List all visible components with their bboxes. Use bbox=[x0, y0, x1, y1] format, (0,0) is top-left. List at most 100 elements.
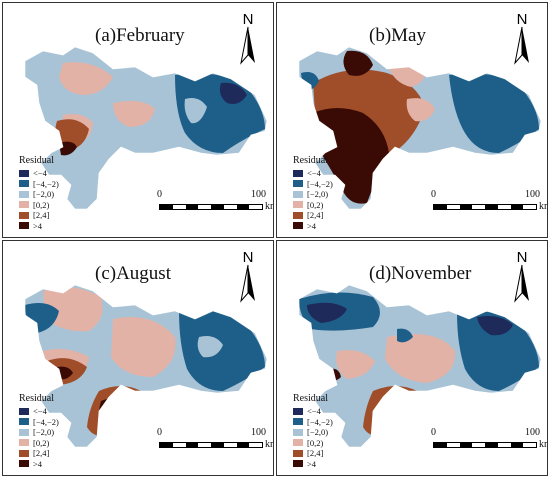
legend-swatch bbox=[293, 407, 303, 415]
zone-gt4 bbox=[378, 399, 405, 429]
zone-neg4_neg2 bbox=[449, 73, 539, 153]
legend-label: [2,4] bbox=[33, 448, 50, 459]
legend-label: [0,2) bbox=[33, 437, 50, 448]
scale-unit-label: km bbox=[265, 439, 273, 450]
zone-neg4_neg2 bbox=[457, 311, 539, 391]
region-map bbox=[298, 46, 542, 210]
legend-title: Residual bbox=[19, 393, 54, 404]
legend-item: <−4 bbox=[19, 168, 59, 179]
scale-segment bbox=[236, 443, 250, 447]
legend-swatch bbox=[19, 439, 29, 447]
scale-segment bbox=[523, 205, 536, 209]
legend-label: [−4,−2) bbox=[307, 178, 333, 189]
legend-label: [−2,0) bbox=[307, 189, 329, 200]
map-panel-august: (c)August N Residual <−4 [−4,−2) [−2,0) [0,2… bbox=[2, 240, 274, 476]
scale-segment bbox=[172, 443, 186, 447]
legend-label: [−2,0) bbox=[307, 427, 329, 438]
scale-unit-label: km bbox=[265, 201, 273, 212]
legend-item: >4 bbox=[19, 221, 59, 232]
map-panel-february: (a)February N Residual <−4 [−4,−2) [−2,0) [0… bbox=[2, 2, 274, 238]
legend-label: [−2,0) bbox=[33, 189, 55, 200]
scale-segment bbox=[249, 443, 262, 447]
legend-item: >4 bbox=[293, 221, 333, 232]
legend-label: [−4,−2) bbox=[33, 416, 59, 427]
zone-gt4 bbox=[98, 397, 129, 431]
legend-swatch bbox=[293, 211, 303, 219]
legend: Residual <−4 [−4,−2) [−2,0) [0,2) [2,4] >4 bbox=[19, 155, 59, 231]
north-label: N bbox=[517, 249, 528, 266]
region-outline bbox=[298, 284, 542, 448]
legend-item: >4 bbox=[293, 459, 333, 470]
scale-segment bbox=[446, 443, 460, 447]
legend-label: [2,4] bbox=[33, 210, 50, 221]
legend-item: [−4,−2) bbox=[19, 179, 59, 190]
scale-bar: 0 100km bbox=[157, 189, 273, 229]
legend-label: [0,2) bbox=[307, 437, 324, 448]
zone-0_2 bbox=[385, 334, 456, 383]
legend-swatch bbox=[19, 180, 29, 188]
legend-item: [−4,−2) bbox=[293, 179, 333, 190]
panel-title: (b)May bbox=[369, 25, 426, 46]
north-arrow-dark-half bbox=[522, 27, 529, 63]
zone-0_2 bbox=[43, 287, 103, 332]
scale-unit-label: km bbox=[539, 201, 547, 212]
zone-gt4 bbox=[59, 141, 77, 156]
zone-0_2 bbox=[113, 101, 155, 127]
region-outline bbox=[24, 284, 268, 448]
legend-swatch bbox=[19, 407, 29, 415]
scale-segment bbox=[198, 443, 211, 447]
region-outline bbox=[24, 46, 268, 210]
scale-segment bbox=[249, 205, 262, 209]
legend-title: Residual bbox=[293, 155, 328, 166]
north-arrow-icon: N bbox=[514, 11, 529, 65]
legend-item: [2,4] bbox=[293, 448, 333, 459]
zone-0_2 bbox=[59, 62, 113, 95]
zone-lt_neg4 bbox=[219, 82, 247, 104]
legend-label: [−2,0) bbox=[33, 427, 55, 438]
north-arrow-icon: N bbox=[514, 249, 529, 303]
legend-item: [−2,0) bbox=[293, 427, 333, 438]
north-arrow-dark-half bbox=[248, 27, 255, 63]
zone-0_2 bbox=[406, 98, 435, 122]
region-map bbox=[24, 46, 268, 210]
legend-swatch bbox=[293, 201, 303, 209]
legend-item: [2,4] bbox=[293, 210, 333, 221]
legend-item: [−2,0) bbox=[293, 189, 333, 200]
scale-bar-graphic bbox=[433, 442, 537, 448]
legend-item: [0,2) bbox=[293, 200, 333, 211]
map-panel-may: (b)May N Residual <−4 [−4,−2) [−2,0) [0,2) [2… bbox=[276, 2, 548, 238]
zone-neg4_neg2 bbox=[397, 328, 413, 343]
legend-label: [2,4] bbox=[307, 448, 324, 459]
region-map bbox=[24, 284, 268, 448]
scale-segment bbox=[236, 205, 250, 209]
scale-100-label: 100 bbox=[525, 189, 540, 200]
north-arrow-light-half bbox=[240, 26, 249, 65]
legend-item: <−4 bbox=[293, 406, 333, 417]
zone-neg2_0 bbox=[197, 336, 223, 358]
legend-swatch bbox=[19, 190, 29, 198]
scale-segment bbox=[510, 205, 524, 209]
scale-segment bbox=[198, 205, 211, 209]
scale-segment bbox=[160, 443, 173, 447]
legend-label: <−4 bbox=[33, 168, 47, 179]
legend-label: >4 bbox=[307, 458, 317, 469]
zone-neg4_neg2 bbox=[179, 309, 265, 391]
scale-segment bbox=[497, 205, 511, 209]
scale-bar-graphic bbox=[159, 442, 263, 448]
scale-zero-label: 0 bbox=[431, 427, 436, 438]
legend: Residual <−4 [−4,−2) [−2,0) [0,2) [2,4] >4 bbox=[19, 393, 59, 469]
legend-title: Residual bbox=[19, 155, 54, 166]
legend-swatch bbox=[19, 201, 29, 209]
north-label: N bbox=[243, 249, 254, 266]
legend-item: [2,4] bbox=[19, 448, 59, 459]
legend-label: >4 bbox=[33, 220, 43, 231]
legend-item: [−2,0) bbox=[19, 189, 59, 200]
scale-100-label: 100 bbox=[251, 189, 266, 200]
legend-swatch bbox=[293, 190, 303, 198]
scale-zero-label: 0 bbox=[431, 189, 436, 200]
legend-swatch bbox=[293, 439, 303, 447]
zone-gt4 bbox=[343, 50, 373, 76]
scale-segment bbox=[172, 205, 186, 209]
legend-item: <−4 bbox=[19, 406, 59, 417]
scale-zero-label: 0 bbox=[157, 189, 162, 200]
